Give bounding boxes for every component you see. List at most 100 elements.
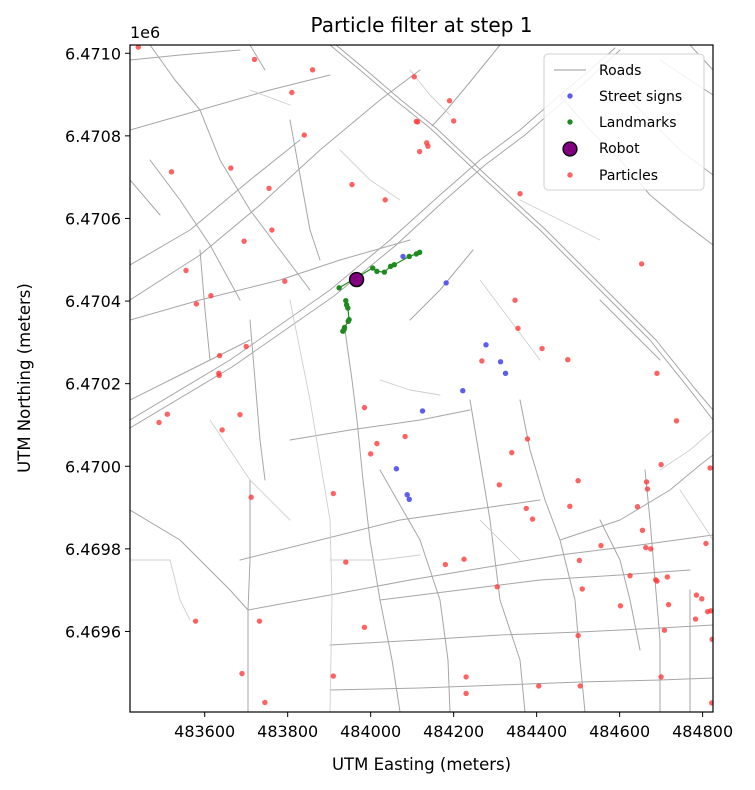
particle-point: [658, 461, 664, 468]
particle-point: [579, 586, 585, 592]
particle-point: [251, 56, 258, 63]
landmark-point: [391, 262, 398, 268]
particle-point: [654, 578, 660, 584]
particle-point: [693, 592, 700, 598]
particle-point: [648, 546, 654, 552]
landmark-point: [336, 285, 342, 291]
road: [519, 199, 601, 241]
particle-point: [192, 618, 199, 624]
particle-point: [643, 479, 650, 485]
landmark-point: [406, 253, 412, 260]
particle-point: [634, 504, 641, 510]
particle-point: [536, 683, 542, 689]
particle-point: [494, 584, 500, 590]
particle-point: [382, 197, 388, 203]
road: [339, 149, 401, 201]
particle-point: [707, 465, 713, 471]
y-tick-label: 6.4702: [65, 375, 121, 394]
street-sign-point: [406, 496, 412, 503]
landmark-point: [345, 305, 351, 311]
particle-point: [361, 624, 368, 631]
road: [644, 469, 661, 712]
particle-point: [367, 451, 374, 457]
road: [329, 45, 713, 421]
particle-point: [517, 190, 523, 197]
particle-point: [509, 449, 515, 456]
road: [130, 179, 161, 216]
y-offset-label: 1e6: [130, 23, 160, 42]
particle-point: [523, 505, 529, 512]
landmark-point: [340, 328, 346, 334]
road: [247, 479, 251, 712]
legend: Roads Street signs Landmarks Robot Parti…: [543, 53, 705, 191]
particle-point: [708, 608, 713, 614]
road: [249, 89, 291, 106]
particle-point: [709, 700, 713, 706]
particle-point: [156, 419, 162, 426]
particle-point: [168, 169, 175, 175]
road: [469, 399, 526, 712]
particle-point: [524, 436, 531, 442]
particle-point: [661, 627, 668, 633]
particle-point: [416, 148, 423, 155]
x-tick-label: 484800: [672, 722, 733, 741]
x-axis: 483600 483800 484000 484200 484400 484600 4848…: [174, 712, 733, 741]
y-tick-label: 6.4706: [65, 209, 121, 228]
street-sign-point: [419, 408, 426, 414]
legend-robot-label: Robot: [599, 141, 640, 157]
particle-point: [193, 301, 200, 307]
particle-point: [243, 343, 249, 350]
landmark-point: [416, 249, 423, 256]
particle-point: [228, 165, 234, 171]
y-tick-label: 6.4704: [65, 292, 121, 311]
particle-point: [248, 494, 254, 500]
road: [199, 109, 311, 291]
landmark-point: [370, 265, 376, 271]
road: [335, 45, 713, 411]
particle-point: [289, 89, 295, 96]
y-tick-label: 6.4698: [65, 540, 121, 559]
particle-point: [237, 411, 243, 418]
particle-point: [576, 557, 583, 564]
particle-point: [577, 683, 583, 689]
y-tick-label: 6.4696: [65, 622, 121, 641]
particle-point: [411, 74, 417, 80]
road: [599, 519, 641, 651]
road: [249, 45, 266, 71]
particle-point: [309, 67, 316, 73]
legend-street-signs-swatch: [567, 93, 573, 99]
particle-point: [709, 636, 713, 643]
particle-point: [374, 440, 380, 447]
x-tick-label: 483800: [257, 722, 318, 741]
particle-point: [343, 559, 349, 565]
landmark-point: [343, 297, 349, 304]
particle-point: [414, 119, 421, 125]
particle-point: [241, 238, 247, 244]
landmark-point: [381, 269, 388, 275]
y-axis-label: UTM Northing (meters): [15, 283, 34, 473]
plot-area: [130, 45, 713, 712]
particle-point: [361, 404, 368, 411]
particle-point: [425, 143, 431, 149]
x-tick-label: 484600: [589, 722, 650, 741]
road: [289, 299, 333, 712]
particle-point: [496, 482, 503, 488]
particle-point: [479, 358, 485, 364]
particle-point: [665, 601, 672, 608]
robot-layer: [348, 271, 365, 288]
particle-point: [256, 618, 263, 624]
particle-point: [699, 596, 705, 602]
particle-point: [269, 227, 275, 233]
y-axis: 6.4696 6.4698 6.4700 6.4702 6.4704 6.4706 6.47…: [65, 44, 130, 641]
landmarks-layer: [336, 249, 423, 334]
chart-title: Particle filter at step 1: [311, 13, 533, 37]
particle-point: [301, 132, 307, 138]
road: [169, 559, 191, 621]
particle-point: [216, 352, 223, 359]
particles-layer: [135, 45, 713, 706]
landmark-point: [374, 268, 380, 275]
road: [409, 69, 451, 116]
road: [130, 69, 421, 301]
road: [289, 119, 321, 261]
x-tick-label: 484000: [340, 722, 401, 741]
